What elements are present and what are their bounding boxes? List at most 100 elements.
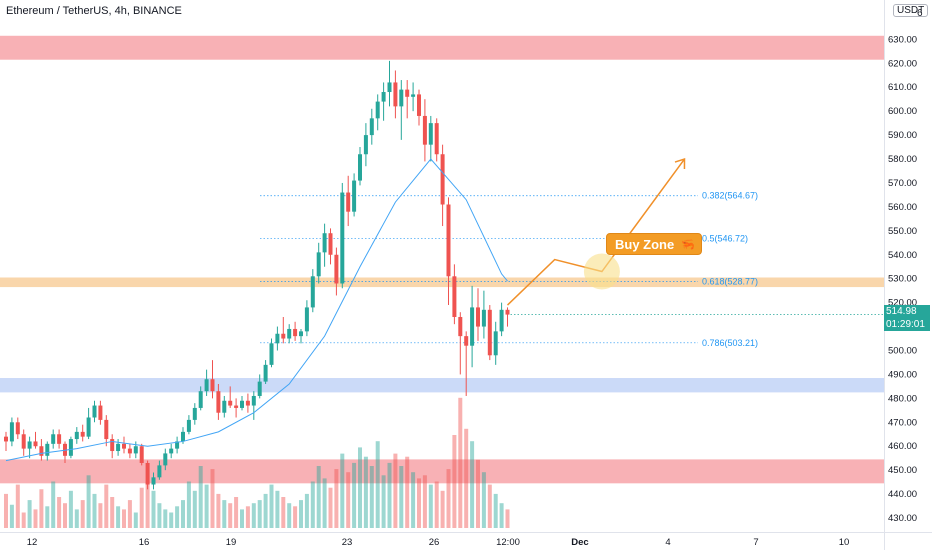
volume-bar <box>470 441 475 528</box>
volume-bar <box>192 490 197 528</box>
candle-body <box>198 391 203 408</box>
zone-golden-pocket <box>0 277 884 288</box>
price-tick-label: 500.00 <box>888 345 917 356</box>
candle-body <box>334 254 339 284</box>
price-tick-label: 560.00 <box>888 202 917 213</box>
candle-body <box>393 82 398 107</box>
volume-bar <box>110 497 115 528</box>
candle-body <box>369 118 374 136</box>
buy-zone-label: Buy Zone <box>615 237 675 252</box>
volume-bar <box>127 500 132 528</box>
candle-body <box>163 453 168 466</box>
candle-body <box>51 434 56 444</box>
price-tick-label: 610.00 <box>888 82 917 93</box>
ma-line <box>5 158 508 462</box>
volume-bar <box>369 466 374 528</box>
volume-bar <box>487 484 492 528</box>
time-tick-label: 26 <box>429 537 440 548</box>
candle-body <box>487 309 492 356</box>
volume-bar <box>499 503 504 528</box>
fib-label: 0.786(503.21) <box>702 338 758 348</box>
volume-bar <box>133 512 138 528</box>
candle-body <box>210 379 215 392</box>
volume-bar <box>399 466 404 528</box>
time-axis[interactable]: 12 16 19 23 26 12:00 Dec 4 7 10 <box>0 532 932 549</box>
volume-bar <box>204 484 209 528</box>
candle-body <box>151 477 156 485</box>
volume-bar <box>21 512 26 528</box>
volume-bar <box>169 512 174 528</box>
candle-body <box>476 307 480 327</box>
volume-bar <box>458 397 463 528</box>
candle-body <box>434 123 439 155</box>
time-tick-label: 10 <box>839 537 850 548</box>
candle-body <box>417 94 421 116</box>
projection-path <box>506 157 686 306</box>
candle-body <box>98 405 103 420</box>
price-tick-label: 620.00 <box>888 58 917 69</box>
volume-bar <box>316 466 321 528</box>
candle-body <box>9 422 14 442</box>
candle-body <box>316 252 321 277</box>
candle-body <box>505 309 510 315</box>
candle-body <box>33 441 38 447</box>
volume-bar <box>304 493 309 528</box>
volume-bar <box>216 493 221 528</box>
countdown-label: 01:29:01 <box>884 318 930 331</box>
volume-bar <box>387 462 392 528</box>
volume-bar <box>275 490 280 528</box>
candle-body <box>310 276 315 308</box>
candle-body <box>157 465 162 478</box>
last-price-label: 514.98 <box>884 305 930 318</box>
fib-label: 0.618(528.77) <box>702 277 758 287</box>
volume-bar <box>98 503 103 528</box>
top-tick-label: 6 <box>917 8 923 19</box>
volume-bar <box>358 447 362 528</box>
projection-line <box>506 158 686 306</box>
candle-body <box>381 92 386 102</box>
price-axis[interactable]: 630.00 620.00 610.00 600.00 590.00 580.00 570.… <box>510 0 918 550</box>
volume-bar <box>299 500 303 528</box>
candle-body <box>104 419 109 440</box>
volume-bar <box>39 489 44 528</box>
buy-zone-highlight <box>583 253 620 290</box>
volume-bar <box>222 500 227 528</box>
candle-body <box>405 89 410 97</box>
volume-bar <box>293 506 298 528</box>
volume-bar <box>381 475 386 528</box>
candle-body <box>452 276 457 317</box>
volume-bar <box>240 509 244 528</box>
volume-bar <box>33 509 38 528</box>
chart-title: Ethereum / TetherUS, 4h, BINANCE <box>6 5 182 17</box>
candle-body <box>245 400 250 406</box>
zone-resistance <box>0 35 884 60</box>
candle-body <box>446 204 451 277</box>
volume-bar <box>234 497 239 528</box>
candle-body <box>228 400 233 406</box>
volume-bar <box>493 493 498 528</box>
candle-body <box>169 448 174 454</box>
time-tick-label: Dec <box>571 537 588 548</box>
volume-bar <box>92 493 97 528</box>
volume-bar <box>157 503 162 528</box>
price-tick-label: 460.00 <box>888 441 917 452</box>
volume-bar <box>51 481 56 528</box>
volume-bar <box>287 503 292 528</box>
currency-selector[interactable]: USDT <box>893 4 929 17</box>
candle-body <box>57 434 62 444</box>
volume-bar <box>116 506 121 528</box>
candle-body <box>92 405 97 418</box>
fib-label: 0.5(546.72) <box>702 234 748 244</box>
volume-bar <box>198 466 203 528</box>
volume-bar <box>393 453 398 528</box>
buy-zone-callout[interactable]: Buy Zone 🦐 <box>606 233 702 255</box>
price-tick-label: 540.00 <box>888 250 917 261</box>
volume-bar <box>352 462 357 528</box>
volume-bar <box>263 493 268 528</box>
price-tick-label: 600.00 <box>888 106 917 117</box>
candle-body <box>299 331 303 337</box>
volume-bar <box>163 509 168 528</box>
candle-body <box>15 422 20 435</box>
volume-bar <box>476 459 480 528</box>
